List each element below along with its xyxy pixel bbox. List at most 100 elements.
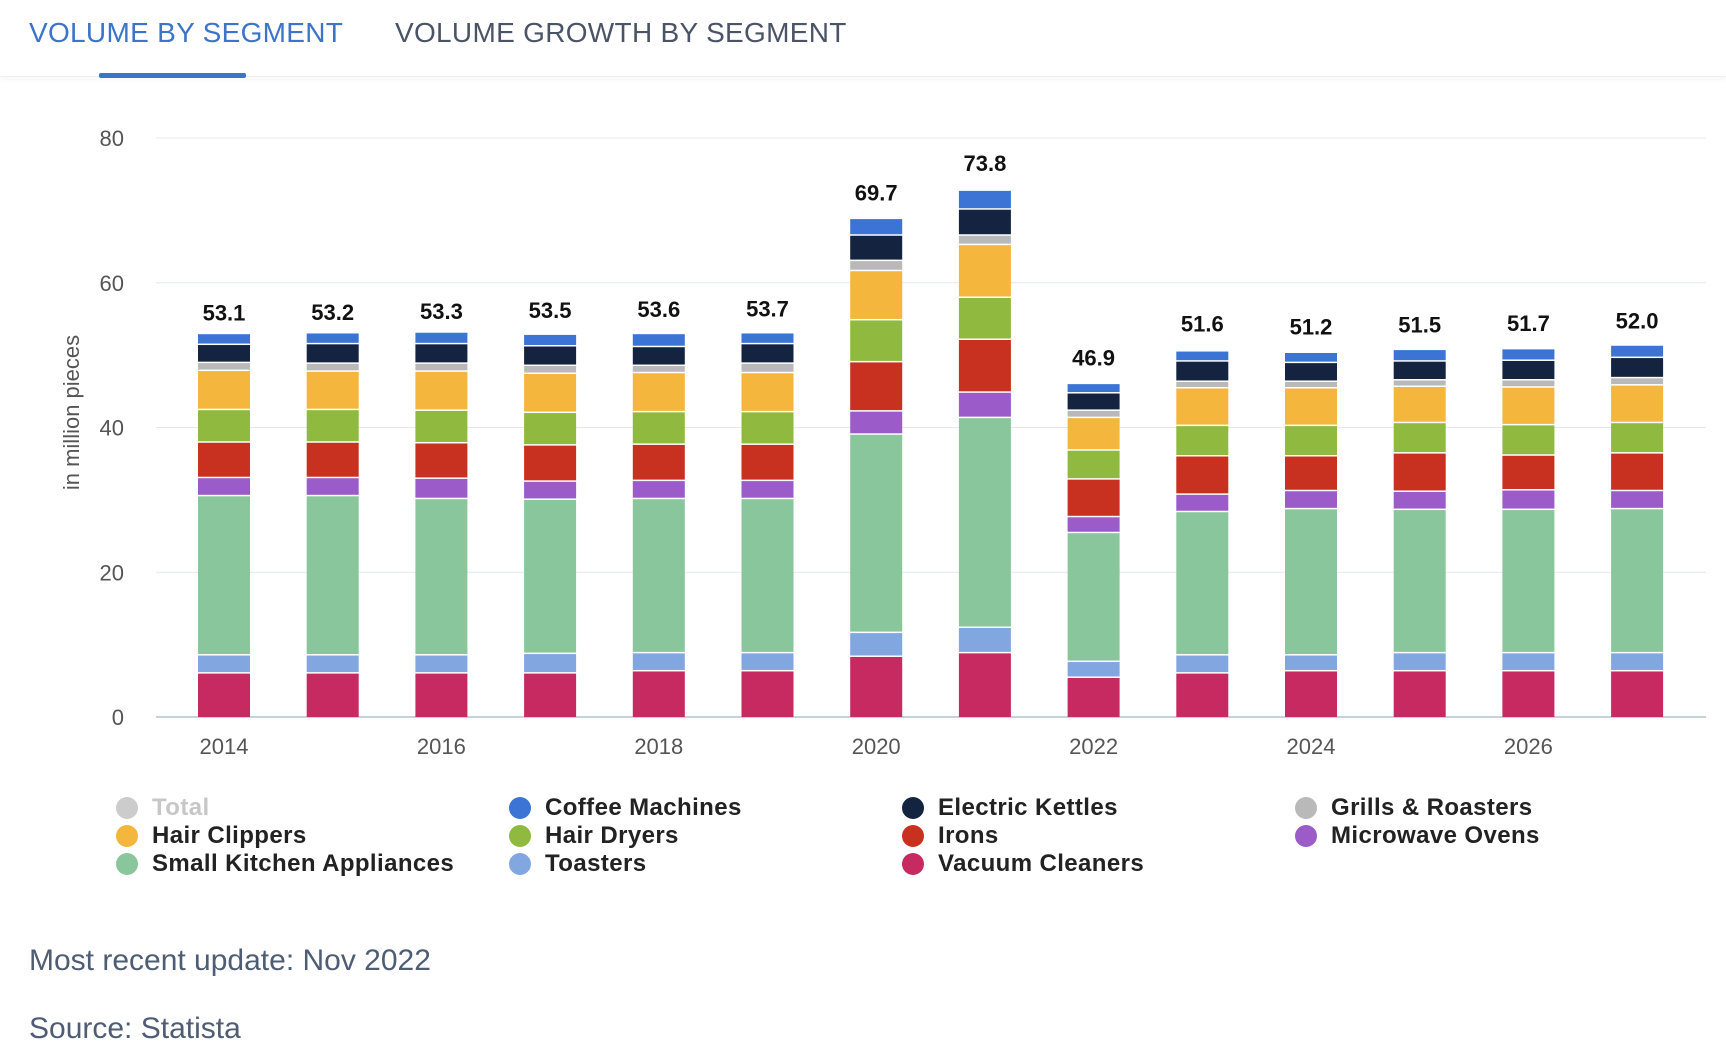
- bar-segment-irons: [524, 445, 577, 481]
- legend-item-total[interactable]: Total: [116, 794, 210, 822]
- bar-segment-hair-clippers: [1502, 387, 1555, 424]
- bar-segment-hair-dryers: [1502, 425, 1555, 455]
- bar-segment-coffee-machines: [958, 190, 1011, 209]
- bar-segment-vacuum-cleaners: [1176, 673, 1229, 717]
- source-note: Source: Statista: [29, 1012, 241, 1045]
- legend-label-small-kitchen-appliances: Small Kitchen Appliances: [152, 850, 455, 877]
- legend-dot-microwave-ovens: [1295, 825, 1317, 847]
- bar-segment-electric-kettles: [1067, 393, 1120, 410]
- legend-item-microwave-ovens[interactable]: Microwave Ovens: [1295, 822, 1540, 850]
- bar-segment-small-kitchen-appliances: [741, 499, 794, 652]
- legend-item-hair-clippers[interactable]: Hair Clippers: [116, 822, 307, 850]
- total-data-label: 53.3: [420, 299, 463, 324]
- bar-segment-coffee-machines: [1067, 384, 1120, 393]
- bar-segment-vacuum-cleaners: [1067, 677, 1120, 717]
- bar-segment-irons: [1393, 453, 1446, 491]
- legend-dot-coffee-machines: [509, 797, 531, 819]
- bar-segment-toasters: [306, 655, 359, 673]
- bar-segment-vacuum-cleaners: [415, 673, 468, 717]
- bar-segment-small-kitchen-appliances: [198, 496, 250, 655]
- bar-segment-electric-kettles: [1285, 363, 1337, 381]
- tab-volume-growth-by-segment[interactable]: VOLUME GROWTH BY SEGMENT: [395, 17, 847, 48]
- tab-volume-by-segment[interactable]: VOLUME BY SEGMENT: [29, 17, 344, 48]
- bar-segment-coffee-machines: [1285, 353, 1337, 362]
- bar-segment-toasters: [850, 633, 903, 656]
- bar-segment-electric-kettles: [850, 235, 903, 260]
- legend-dot-vacuum-cleaners: [902, 853, 924, 875]
- bar-segment-small-kitchen-appliances: [1067, 533, 1120, 661]
- legend-dot-toasters: [509, 853, 531, 875]
- bar-segment-hair-dryers: [198, 410, 250, 442]
- legend-item-electric-kettles[interactable]: Electric Kettles: [902, 794, 1118, 822]
- bar-segment-hair-dryers: [1176, 426, 1229, 456]
- bar-segment-toasters: [1285, 655, 1337, 670]
- bar-segment-small-kitchen-appliances: [1176, 512, 1229, 655]
- bar-segment-toasters: [958, 628, 1011, 652]
- legend-label-irons: Irons: [938, 822, 999, 849]
- bar-segment-small-kitchen-appliances: [1285, 509, 1337, 655]
- x-tick-label: 2018: [634, 734, 683, 759]
- bar-segment-microwave-ovens: [198, 478, 250, 495]
- bar-segment-irons: [1176, 456, 1229, 494]
- legend-dot-electric-kettles: [902, 797, 924, 819]
- bar-segment-vacuum-cleaners: [1285, 671, 1337, 717]
- total-data-label: 69.7: [855, 181, 898, 206]
- x-tick-label: 2024: [1287, 734, 1336, 759]
- bar-segment-toasters: [1611, 653, 1664, 670]
- bar-segment-vacuum-cleaners: [850, 656, 903, 717]
- legend-item-coffee-machines[interactable]: Coffee Machines: [509, 794, 742, 822]
- bar-segment-electric-kettles: [741, 344, 794, 363]
- bar-segment-vacuum-cleaners: [1393, 671, 1446, 717]
- bar-segment-irons: [1611, 453, 1664, 490]
- legend-item-grills-roasters[interactable]: Grills & Roasters: [1295, 794, 1533, 822]
- bar-segment-irons: [1502, 455, 1555, 490]
- bar-segment-grills-roasters: [850, 261, 903, 270]
- bar-segment-vacuum-cleaners: [632, 671, 685, 717]
- y-tick-label: 40: [100, 416, 124, 441]
- legend-item-vacuum-cleaners[interactable]: Vacuum Cleaners: [902, 850, 1144, 878]
- active-tab-indicator: [99, 73, 246, 78]
- bar-segment-irons: [1067, 479, 1120, 516]
- total-data-label: 46.9: [1072, 346, 1115, 371]
- bar-segment-hair-dryers: [958, 298, 1011, 339]
- legend-dot-grills-roasters: [1295, 797, 1317, 819]
- bar-segment-grills-roasters: [1176, 381, 1229, 387]
- total-data-label: 53.7: [746, 296, 789, 321]
- bar-segment-toasters: [1067, 662, 1120, 677]
- bar-segment-hair-clippers: [741, 373, 794, 411]
- bar-segment-toasters: [415, 655, 468, 673]
- total-data-label: 53.5: [529, 298, 572, 323]
- bar-segment-small-kitchen-appliances: [524, 499, 577, 653]
- bar-segment-vacuum-cleaners: [958, 653, 1011, 717]
- bar-segment-microwave-ovens: [1067, 517, 1120, 532]
- bar-segment-toasters: [1502, 653, 1555, 670]
- bar-segment-grills-roasters: [198, 363, 250, 370]
- bar-segment-toasters: [741, 653, 794, 670]
- bar-segment-hair-clippers: [1285, 388, 1337, 425]
- bar-segment-hair-dryers: [415, 410, 468, 442]
- y-tick-label: 20: [100, 560, 124, 585]
- bar-segment-toasters: [1176, 655, 1229, 673]
- bar-segment-toasters: [632, 653, 685, 670]
- legend-item-toasters[interactable]: Toasters: [509, 850, 646, 878]
- legend-item-hair-dryers[interactable]: Hair Dryers: [509, 822, 679, 850]
- bar-segment-microwave-ovens: [1285, 491, 1337, 508]
- bar-segment-electric-kettles: [1611, 358, 1664, 377]
- bar-segment-hair-dryers: [1067, 450, 1120, 479]
- legend-label-electric-kettles: Electric Kettles: [938, 794, 1118, 821]
- bar-segment-hair-dryers: [1393, 423, 1446, 453]
- bar-segment-hair-dryers: [741, 412, 794, 444]
- bar-segment-microwave-ovens: [1611, 491, 1664, 508]
- bar-segment-grills-roasters: [1067, 410, 1120, 417]
- legend-item-small-kitchen-appliances[interactable]: Small Kitchen Appliances: [116, 850, 454, 878]
- bar-segment-small-kitchen-appliances: [958, 418, 1011, 627]
- bar-segment-hair-clippers: [1176, 388, 1229, 425]
- bar-segment-microwave-ovens: [632, 481, 685, 498]
- legend-item-irons[interactable]: Irons: [902, 822, 999, 850]
- bar-segment-electric-kettles: [632, 347, 685, 365]
- bar-segment-hair-dryers: [306, 410, 359, 442]
- legend-label-vacuum-cleaners: Vacuum Cleaners: [938, 850, 1145, 877]
- chart-legend: Total Coffee Machines Electric Kettles G…: [0, 794, 1726, 884]
- bar-segment-small-kitchen-appliances: [415, 499, 468, 655]
- x-tick-label: 2020: [852, 734, 901, 759]
